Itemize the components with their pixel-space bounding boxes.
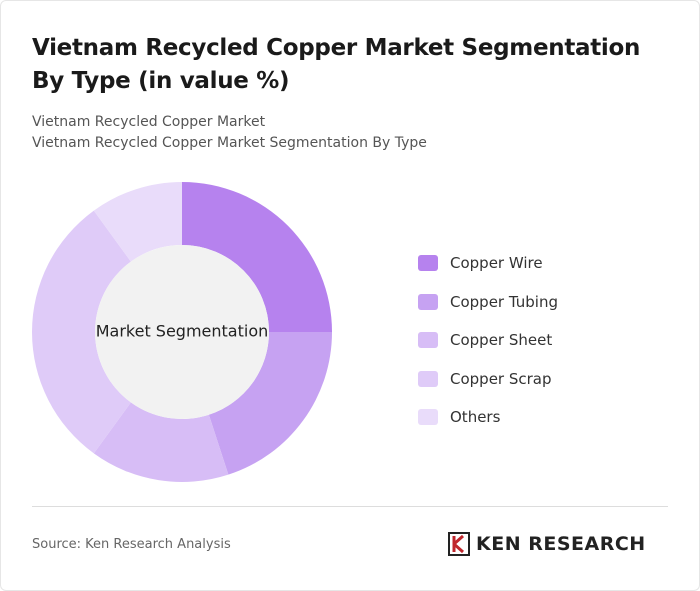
logo-text: KEN RESEARCH <box>476 533 646 555</box>
donut-slice <box>93 402 229 482</box>
legend-item: Others <box>418 398 558 437</box>
logo-icon <box>448 532 470 556</box>
legend-label: Copper Scrap <box>450 369 552 388</box>
legend-label: Copper Sheet <box>450 331 553 350</box>
source: Source: Ken Research Analysis <box>32 537 231 552</box>
legend-swatch <box>418 332 438 349</box>
legend-swatch <box>418 409 438 426</box>
legend-swatch <box>418 293 438 310</box>
donut-hole <box>95 245 269 419</box>
legend-label: Copper Tubing <box>450 292 558 311</box>
legend-label: Copper Wire <box>450 254 543 273</box>
donut-slice <box>93 182 182 262</box>
legend-swatch <box>418 370 438 387</box>
donut-chart: Market Segmentation <box>31 182 332 482</box>
legend-item: Copper Tubing <box>418 283 558 322</box>
legend-swatch <box>418 255 438 272</box>
center-label: Market Segmentation <box>96 322 269 341</box>
donut-slice <box>208 332 332 475</box>
subtitle: Vietnam Recycled Copper Market Segmentat… <box>32 135 427 151</box>
legend-label: Others <box>450 408 501 427</box>
legend-item: Copper Wire <box>418 244 558 283</box>
legend: Copper Wire Copper Tubing Copper Sheet Copp… <box>418 244 558 437</box>
chart-title: Vietnam Recycled Copper Market Segmentat… <box>32 35 641 94</box>
logo: KEN RESEARCH <box>448 532 646 556</box>
divider <box>32 506 668 507</box>
donut-slice <box>182 182 332 332</box>
subtitle: Vietnam Recycled Copper Market <box>32 114 266 130</box>
donut-slice <box>31 210 131 454</box>
legend-item: Copper Scrap <box>418 360 558 399</box>
legend-item: Copper Sheet <box>418 321 558 360</box>
